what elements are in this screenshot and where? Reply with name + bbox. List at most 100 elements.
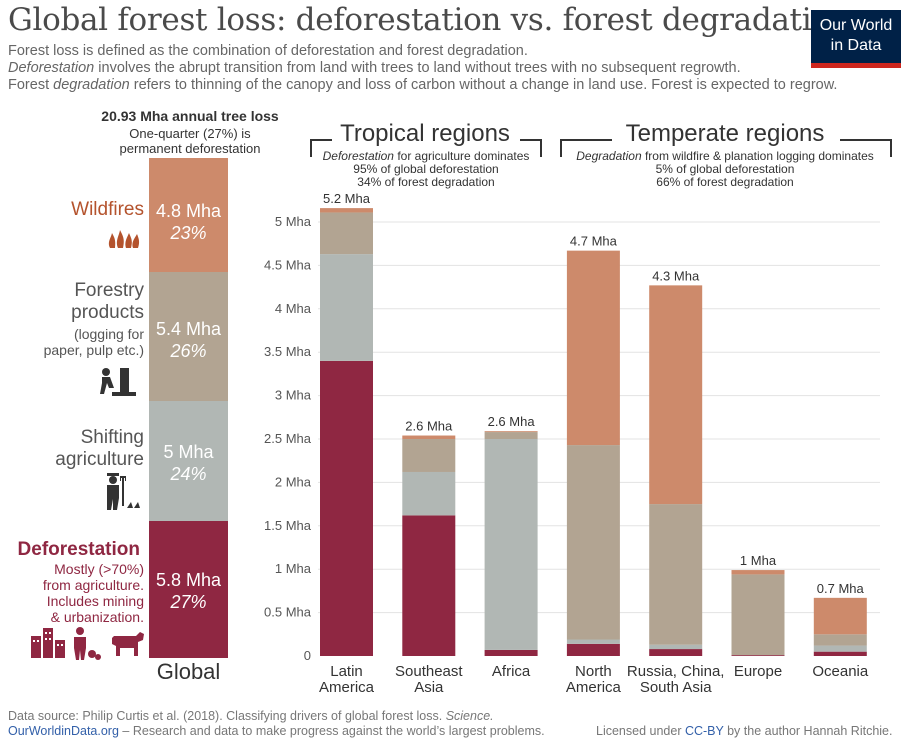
- footer-license-text: by the author Hannah Ritchie.: [723, 724, 893, 738]
- bar-segment-shifting-agriculture: [484, 439, 538, 650]
- bar-segment-shifting-agriculture: [649, 644, 703, 650]
- y-tick-label: 4 Mha: [275, 301, 312, 316]
- page-title: Global forest loss: deforestation vs. fo…: [8, 2, 850, 38]
- segment-value: 5.8 Mha: [155, 570, 222, 590]
- tropical-sub-text: for agriculture dominates: [393, 149, 530, 163]
- x-category-label: North: [575, 663, 612, 680]
- owid-link[interactable]: OurWorldinData.org: [8, 724, 119, 738]
- buildings-icon: [31, 628, 65, 658]
- logo-line-1: Our World: [819, 17, 893, 34]
- global-segment-forestry: 5.4 Mha 26%: [149, 272, 228, 401]
- bar-total-label: 2.6 Mha: [405, 419, 453, 434]
- temperate-bracket-left: [560, 139, 612, 157]
- global-note: One-quarter (27%) is permanent deforesta…: [85, 126, 295, 156]
- x-category-label: America: [566, 679, 622, 696]
- temperate-sub-em: Degradation: [576, 149, 642, 163]
- person-icon: [68, 626, 102, 662]
- segment-pct: 24%: [170, 464, 207, 484]
- x-category-label: Europe: [734, 663, 782, 680]
- bar-segment-deforestation: [402, 515, 456, 656]
- tropical-subtitle: Deforestation for agriculture dominates …: [300, 150, 552, 189]
- forestry-label-line: Forestry: [74, 280, 144, 301]
- license-link[interactable]: CC-BY: [684, 724, 724, 738]
- global-segment-shifting: 5 Mha 24%: [149, 401, 228, 521]
- bar-segment-deforestation: [484, 649, 538, 656]
- temperate-title: Temperate regions: [625, 120, 825, 147]
- x-category-label: Southeast: [395, 663, 463, 680]
- y-tick-label: 3.5 Mha: [264, 344, 312, 359]
- bar-segment-forestry: [813, 634, 867, 646]
- x-category-label: Africa: [492, 663, 531, 680]
- bar-segment-shifting-agriculture: [320, 254, 373, 361]
- forestry-note: (logging for paper, pulp etc.): [10, 326, 144, 358]
- footer-source: Data source: Philip Curtis et al. (2018)…: [8, 709, 494, 723]
- segment-pct: 23%: [170, 223, 207, 243]
- tropical-title: Tropical regions: [340, 120, 510, 147]
- bar-total-label: 5.2 Mha: [323, 191, 371, 206]
- bar-total-label: 1 Mha: [740, 553, 777, 568]
- bar-segment-forestry: [402, 439, 456, 472]
- forestry-label-line: products: [71, 302, 144, 323]
- deforestation-label: Deforestation: [17, 539, 140, 560]
- subtitle-text: refers to thinning of the canopy and los…: [129, 77, 838, 93]
- forestry-note-line: paper, pulp etc.): [43, 342, 144, 358]
- temperate-sub-line: Degradation from wildfire & planation lo…: [560, 150, 890, 163]
- temperate-bracket-right: [840, 139, 892, 157]
- deforestation-note-line: Mostly (>70%): [54, 561, 144, 577]
- y-tick-label: 0.5 Mha: [264, 605, 312, 620]
- bar-segment-wildfires: [813, 597, 867, 635]
- logging-icon: [98, 366, 140, 396]
- bar-segment-shifting-agriculture: [402, 471, 456, 516]
- segment-value: 5.4 Mha: [155, 319, 222, 339]
- tropical-sub-line: Deforestation for agriculture dominates: [300, 150, 552, 163]
- footer-site: OurWorldinData.org – Research and data t…: [8, 724, 545, 738]
- forestry-label: Forestry products: [10, 280, 144, 324]
- deforestation-note: Mostly (>70%) from agriculture. Includes…: [10, 561, 144, 625]
- cow-icon: [108, 630, 144, 658]
- bar-total-label: 4.7 Mha: [570, 234, 618, 249]
- farmer-icon: [103, 472, 143, 512]
- subtitle-text: involves the abrupt transition from land…: [94, 60, 741, 76]
- temperate-sub-line: 66% of forest degradation: [656, 175, 794, 189]
- bar-total-label: 2.6 Mha: [488, 414, 536, 429]
- bar-segment-forestry: [649, 504, 703, 645]
- segment-value: 4.8 Mha: [155, 201, 222, 221]
- global-note-line: permanent deforestation: [119, 141, 261, 156]
- temperate-sub-line: 5% of global deforestation: [655, 162, 795, 176]
- global-note-line: One-quarter (27%) is: [129, 126, 251, 141]
- tropical-sub-line: 95% of global deforestation: [353, 162, 499, 176]
- bar-segment-wildfires: [484, 431, 538, 433]
- tropical-bracket-left: [310, 139, 332, 157]
- logo-line-2: in Data: [830, 37, 882, 54]
- x-category-label: South Asia: [640, 679, 712, 696]
- tropical-sub-line: 34% of forest degradation: [357, 175, 495, 189]
- global-label: Global: [156, 659, 221, 684]
- segment-pct: 26%: [170, 341, 207, 361]
- deforestation-note-line: from agriculture.: [42, 577, 144, 593]
- wildfires-label: Wildfires: [71, 199, 144, 220]
- temperate-subtitle: Degradation from wildfire & planation lo…: [560, 150, 890, 189]
- bar-segment-wildfires: [320, 208, 373, 213]
- y-tick-label: 3 Mha: [275, 388, 312, 403]
- deforestation-note-line: Includes mining: [46, 593, 144, 609]
- bar-total-label: 4.3 Mha: [652, 268, 700, 283]
- x-category-label: Russia, China,: [627, 663, 725, 680]
- subtitle-text: Forest: [8, 77, 54, 93]
- subtitle-line-3: Forest degradation refers to thinning of…: [8, 77, 837, 94]
- y-tick-label: 2.5 Mha: [264, 431, 312, 446]
- global-segment-deforestation: 5.8 Mha 27%: [149, 521, 228, 658]
- y-tick-label: 2 Mha: [275, 474, 312, 489]
- y-tick-label: 5 Mha: [275, 214, 312, 229]
- bar-segment-deforestation: [566, 643, 620, 656]
- bar-segment-shifting-agriculture: [813, 645, 867, 652]
- y-tick-label: 0: [304, 648, 311, 663]
- bar-segment-deforestation: [813, 651, 867, 656]
- segment-value: 5 Mha: [163, 442, 214, 462]
- shifting-label-line: Shifting: [80, 427, 144, 448]
- owid-logo[interactable]: Our World in Data: [811, 10, 901, 68]
- fire-icon: [107, 224, 141, 248]
- bar-segment-forestry: [320, 212, 373, 255]
- subtitle-em: degradation: [53, 77, 130, 93]
- bar-segment-forestry: [566, 445, 620, 640]
